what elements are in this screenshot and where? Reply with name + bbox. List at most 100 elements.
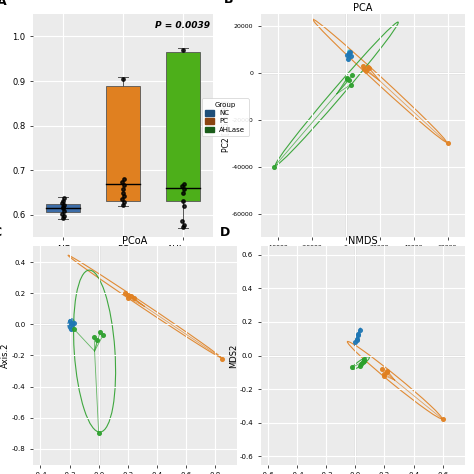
Point (67, 319, 75, 327)
Point (359, 358, 366, 366)
Point (70, 319, 78, 327)
Point (365, 64, 373, 72)
Point (91, 333, 98, 341)
Point (59, 205, 66, 212)
Point (178, 182, 186, 190)
Point (345, 49, 353, 57)
Point (180, 202, 188, 210)
Point (355, 332, 362, 339)
Point (345, 50, 353, 58)
Point (59, 203, 67, 210)
Point (347, 53, 355, 60)
Point (347, 81, 355, 88)
Point (61, 212, 68, 219)
Point (356, 327, 364, 334)
Point (67, 325, 75, 333)
Point (344, 74, 351, 82)
X-axis label: PC1 [44.22%]: PC1 [44.22%] (334, 255, 391, 264)
Point (119, 75, 127, 82)
Point (121, 290, 128, 297)
Y-axis label: MDS2: MDS2 (229, 343, 238, 368)
Point (127, 292, 135, 300)
Point (59, 214, 67, 222)
Point (124, 291, 132, 299)
Point (93, 336, 101, 344)
Point (344, 75, 351, 82)
Point (356, 362, 364, 369)
Point (383, 368, 391, 376)
Point (360, 357, 368, 365)
Point (121, 182, 128, 189)
Point (70, 325, 78, 333)
Point (118, 178, 126, 185)
Point (271, 163, 278, 171)
Point (345, 55, 352, 63)
Point (180, 223, 187, 231)
Point (352, 338, 359, 346)
Text: P = 0.0039: P = 0.0039 (155, 21, 210, 30)
Text: C: C (0, 226, 1, 238)
Point (444, 139, 451, 147)
Text: A: A (0, 0, 7, 9)
Point (66, 318, 73, 325)
Point (360, 355, 368, 363)
Point (119, 201, 127, 209)
Point (381, 372, 388, 379)
Title: PCoA: PCoA (122, 236, 148, 246)
Point (120, 175, 128, 183)
Point (58, 210, 66, 218)
Point (346, 48, 354, 55)
Point (60, 207, 68, 215)
Point (381, 370, 388, 378)
Point (124, 294, 132, 301)
Point (181, 221, 188, 228)
Point (180, 190, 187, 197)
Point (345, 76, 353, 84)
Point (119, 185, 127, 192)
Point (61, 201, 68, 209)
Point (378, 365, 385, 373)
Point (95, 429, 102, 437)
Point (179, 198, 186, 205)
Point (121, 199, 128, 206)
Point (359, 62, 366, 70)
Legend: NC, PC, AHLase: NC, PC, AHLase (202, 98, 248, 137)
Y-axis label: Axis.2: Axis.2 (1, 343, 10, 368)
Point (348, 364, 356, 371)
Bar (166, 52, 200, 201)
Text: B: B (224, 0, 234, 6)
Point (69, 320, 76, 328)
Point (353, 335, 361, 343)
Point (439, 415, 447, 423)
Point (58, 200, 66, 207)
Bar (46, 204, 80, 211)
Point (364, 63, 372, 71)
Point (180, 181, 188, 188)
Point (178, 218, 186, 225)
Point (96, 328, 104, 336)
Point (383, 367, 391, 374)
Point (99, 331, 107, 339)
Point (60, 194, 68, 201)
Bar (107, 85, 140, 201)
Point (118, 195, 126, 203)
Point (219, 355, 226, 363)
Point (357, 360, 365, 368)
Point (353, 337, 361, 344)
Point (130, 294, 137, 301)
Point (59, 197, 67, 205)
Point (181, 185, 188, 192)
Point (66, 322, 73, 330)
Point (362, 67, 370, 74)
Point (179, 46, 186, 54)
Point (348, 72, 356, 79)
Point (361, 65, 368, 73)
Point (119, 190, 127, 197)
Text: D: D (220, 226, 230, 238)
Title: PCA: PCA (353, 3, 372, 13)
X-axis label: Group: Group (109, 259, 137, 268)
Point (355, 330, 362, 337)
Title: NMDS: NMDS (348, 236, 377, 246)
Point (344, 52, 351, 59)
Y-axis label: PC2 [35.51%]: PC2 [35.51%] (221, 100, 230, 152)
